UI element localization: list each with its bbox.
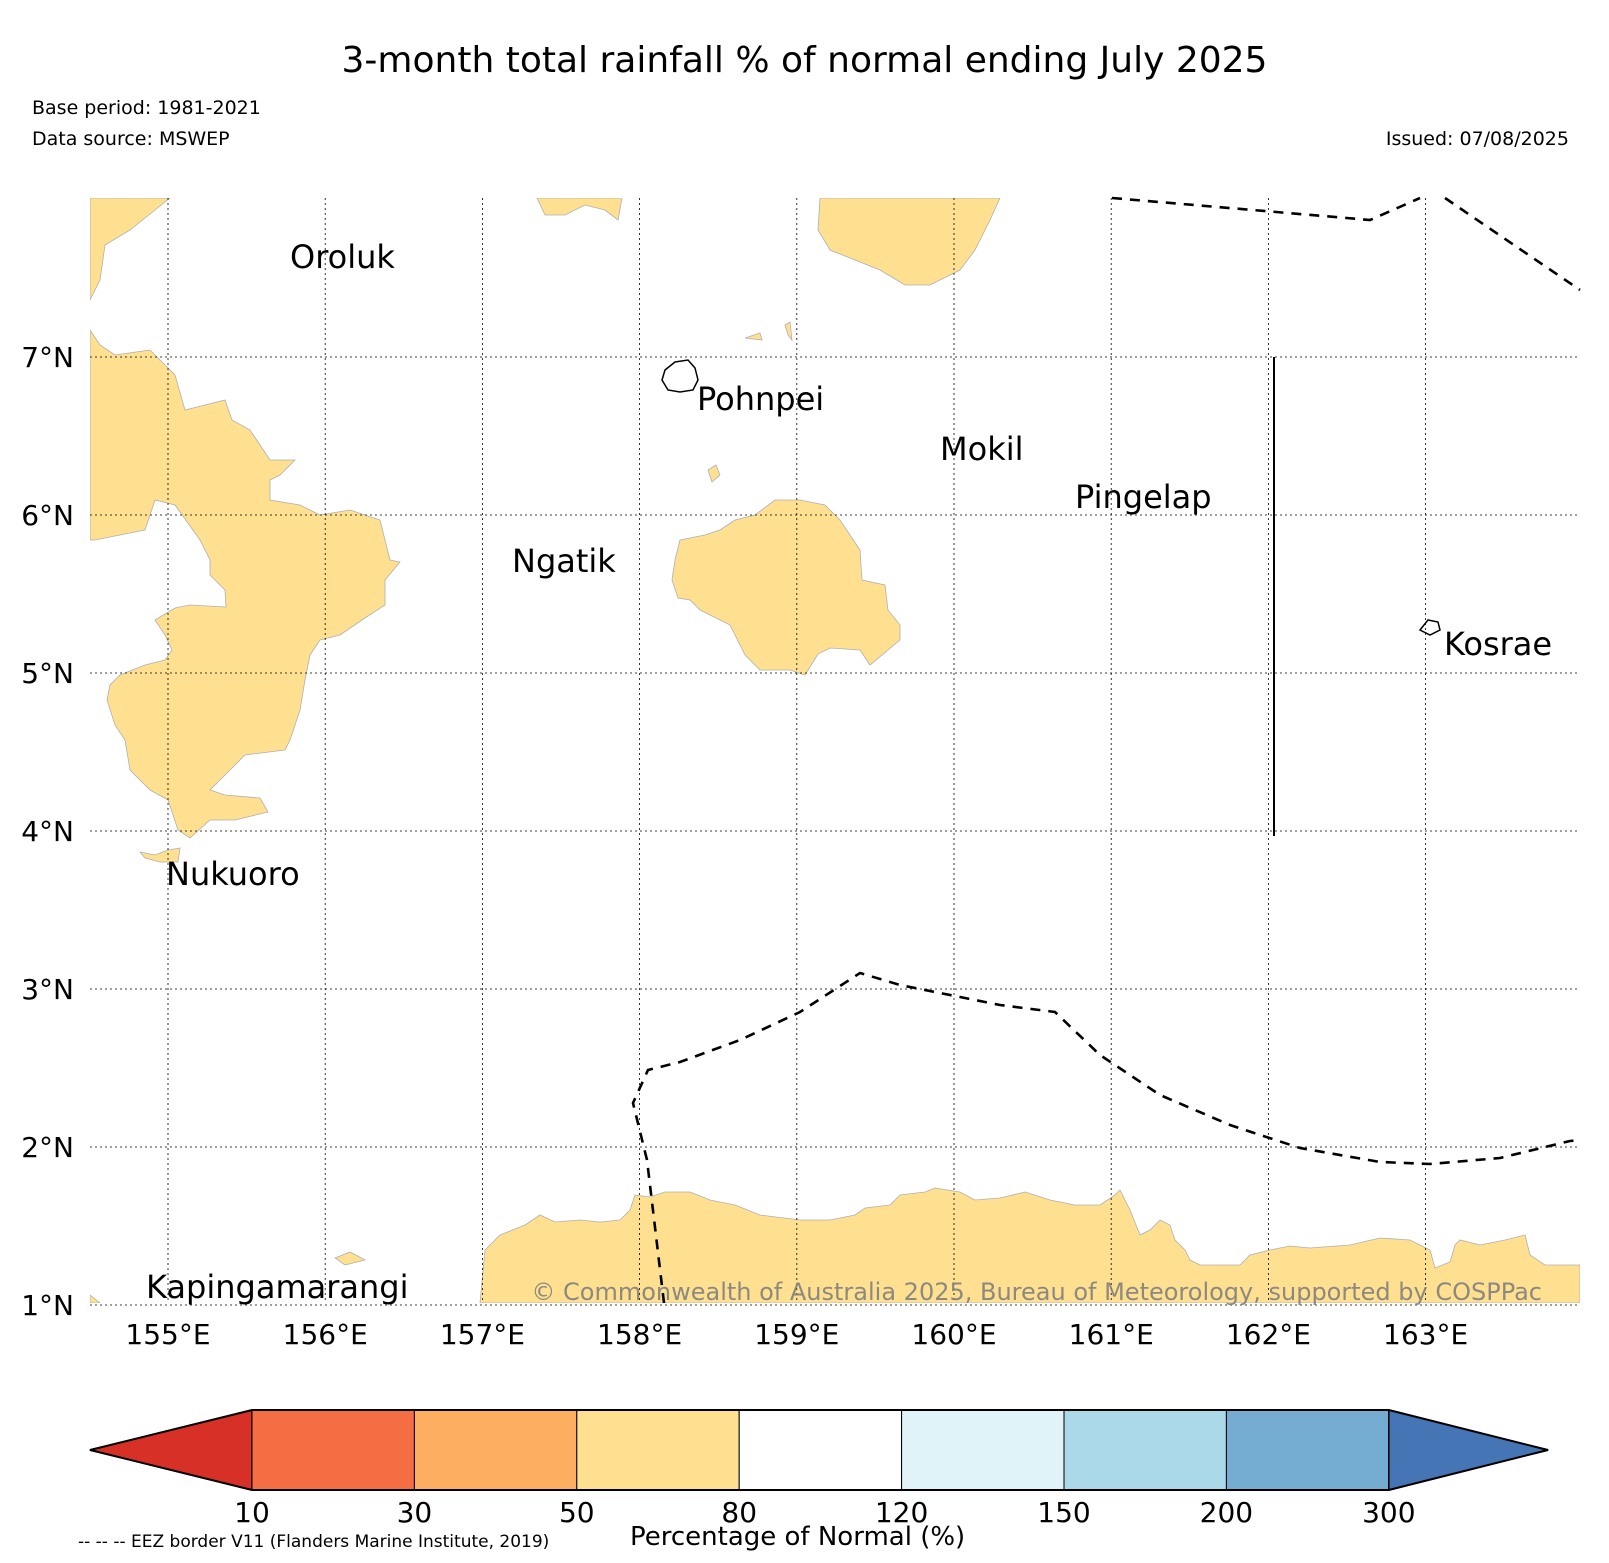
place-label-mokil: Mokil [940, 430, 1024, 468]
lat-label: 5°N [21, 657, 74, 690]
region-islet-e [334, 1251, 367, 1266]
region-sw-corner [90, 1294, 101, 1303]
colorbar-tick-label: 200 [1200, 1496, 1253, 1529]
eez-note: -- -- -- EEZ border V11 (Flanders Marine… [78, 1532, 550, 1552]
colorbar-tick-label: 30 [397, 1496, 433, 1529]
shaded-regions [90, 198, 1580, 1303]
region-north-small [536, 198, 623, 221]
lon-label: 155°E [125, 1318, 210, 1351]
colorbar-outline [89, 1409, 1549, 1491]
colorbar-extend-low [89, 1409, 253, 1491]
lat-label: 6°N [21, 499, 74, 532]
lat-label: 1°N [21, 1289, 74, 1322]
lon-label: 156°E [283, 1318, 368, 1351]
lon-label: 159°E [754, 1318, 839, 1351]
longitude-labels: 155°E 156°E 157°E 158°E 159°E 160°E 161°E 162°E… [125, 1318, 1468, 1351]
lon-label: 158°E [597, 1318, 682, 1351]
place-label-pohnpei: Pohnpei [697, 380, 824, 418]
kosrae-outline [1418, 619, 1441, 636]
colorbar-segment [251, 1409, 415, 1491]
lon-label: 162°E [1226, 1318, 1311, 1351]
lon-label: 163°E [1383, 1318, 1468, 1351]
eez-borders [631, 196, 1581, 1304]
region-south [479, 1187, 1580, 1303]
lon-label: 161°E [1069, 1318, 1154, 1351]
lat-label: 2°N [21, 1131, 74, 1164]
region-islet-d [138, 847, 181, 863]
place-label-nukuoro: Nukuoro [166, 855, 300, 893]
gridlines [90, 198, 1580, 1306]
region-islet-b [744, 332, 763, 341]
lat-label: 7°N [21, 341, 74, 374]
region-west [90, 329, 401, 839]
region-central [671, 499, 901, 676]
latitude-labels: 7°N 6°N 5°N 4°N 3°N 2°N 1°N [21, 341, 74, 1322]
colorbar-extend-high [1388, 1409, 1549, 1491]
region-north-blob [817, 198, 1001, 286]
data-source: Data source: MSWEP [32, 128, 230, 150]
region-nw [90, 198, 171, 301]
lon-label: 160°E [911, 1318, 996, 1351]
region-islet-a [707, 464, 721, 483]
copyright-text: © Commonwealth of Australia 2025, Bureau… [531, 1278, 1542, 1306]
colorbar-tick-label: 80 [721, 1496, 757, 1529]
place-label-ngatik: Ngatik [512, 542, 616, 580]
lat-label: 3°N [21, 973, 74, 1006]
colorbar-tick-label: 300 [1362, 1496, 1415, 1529]
region-islet-c [784, 321, 793, 342]
colorbar-segment [1063, 1409, 1227, 1491]
colorbar-segment [413, 1409, 578, 1491]
colorbar-tick-label: 120 [875, 1496, 928, 1529]
colorbar-segment [901, 1409, 1065, 1491]
colorbar-ticks: 10 30 50 80 120 150 200 300 [234, 1496, 1415, 1529]
map-title: 3-month total rainfall % of normal endin… [341, 40, 1268, 81]
pohnpei-outline [661, 359, 699, 393]
issued-date: Issued: 07/08/2025 [1385, 128, 1569, 150]
colorbar-segment [1225, 1409, 1390, 1491]
colorbar-segment [738, 1409, 903, 1491]
lat-label: 4°N [21, 815, 74, 848]
base-period: Base period: 1981-2021 [32, 97, 261, 119]
lon-label: 157°E [440, 1318, 525, 1351]
colorbar-segment [576, 1409, 740, 1491]
colorbar-tick-label: 50 [559, 1496, 595, 1529]
eez-border-north [1111, 196, 1581, 292]
colorbar-label: Percentage of Normal (%) [630, 1522, 966, 1552]
place-label-oroluk: Oroluk [290, 238, 395, 276]
place-label-kapingamarangi: Kapingamarangi [146, 1268, 408, 1306]
colorbar-tick-label: 150 [1037, 1496, 1090, 1529]
colorbar-tick-label: 10 [234, 1496, 270, 1529]
place-label-kosrae: Kosrae [1444, 625, 1552, 663]
place-label-pingelap: Pingelap [1075, 478, 1212, 516]
colorbar [89, 1409, 1549, 1491]
